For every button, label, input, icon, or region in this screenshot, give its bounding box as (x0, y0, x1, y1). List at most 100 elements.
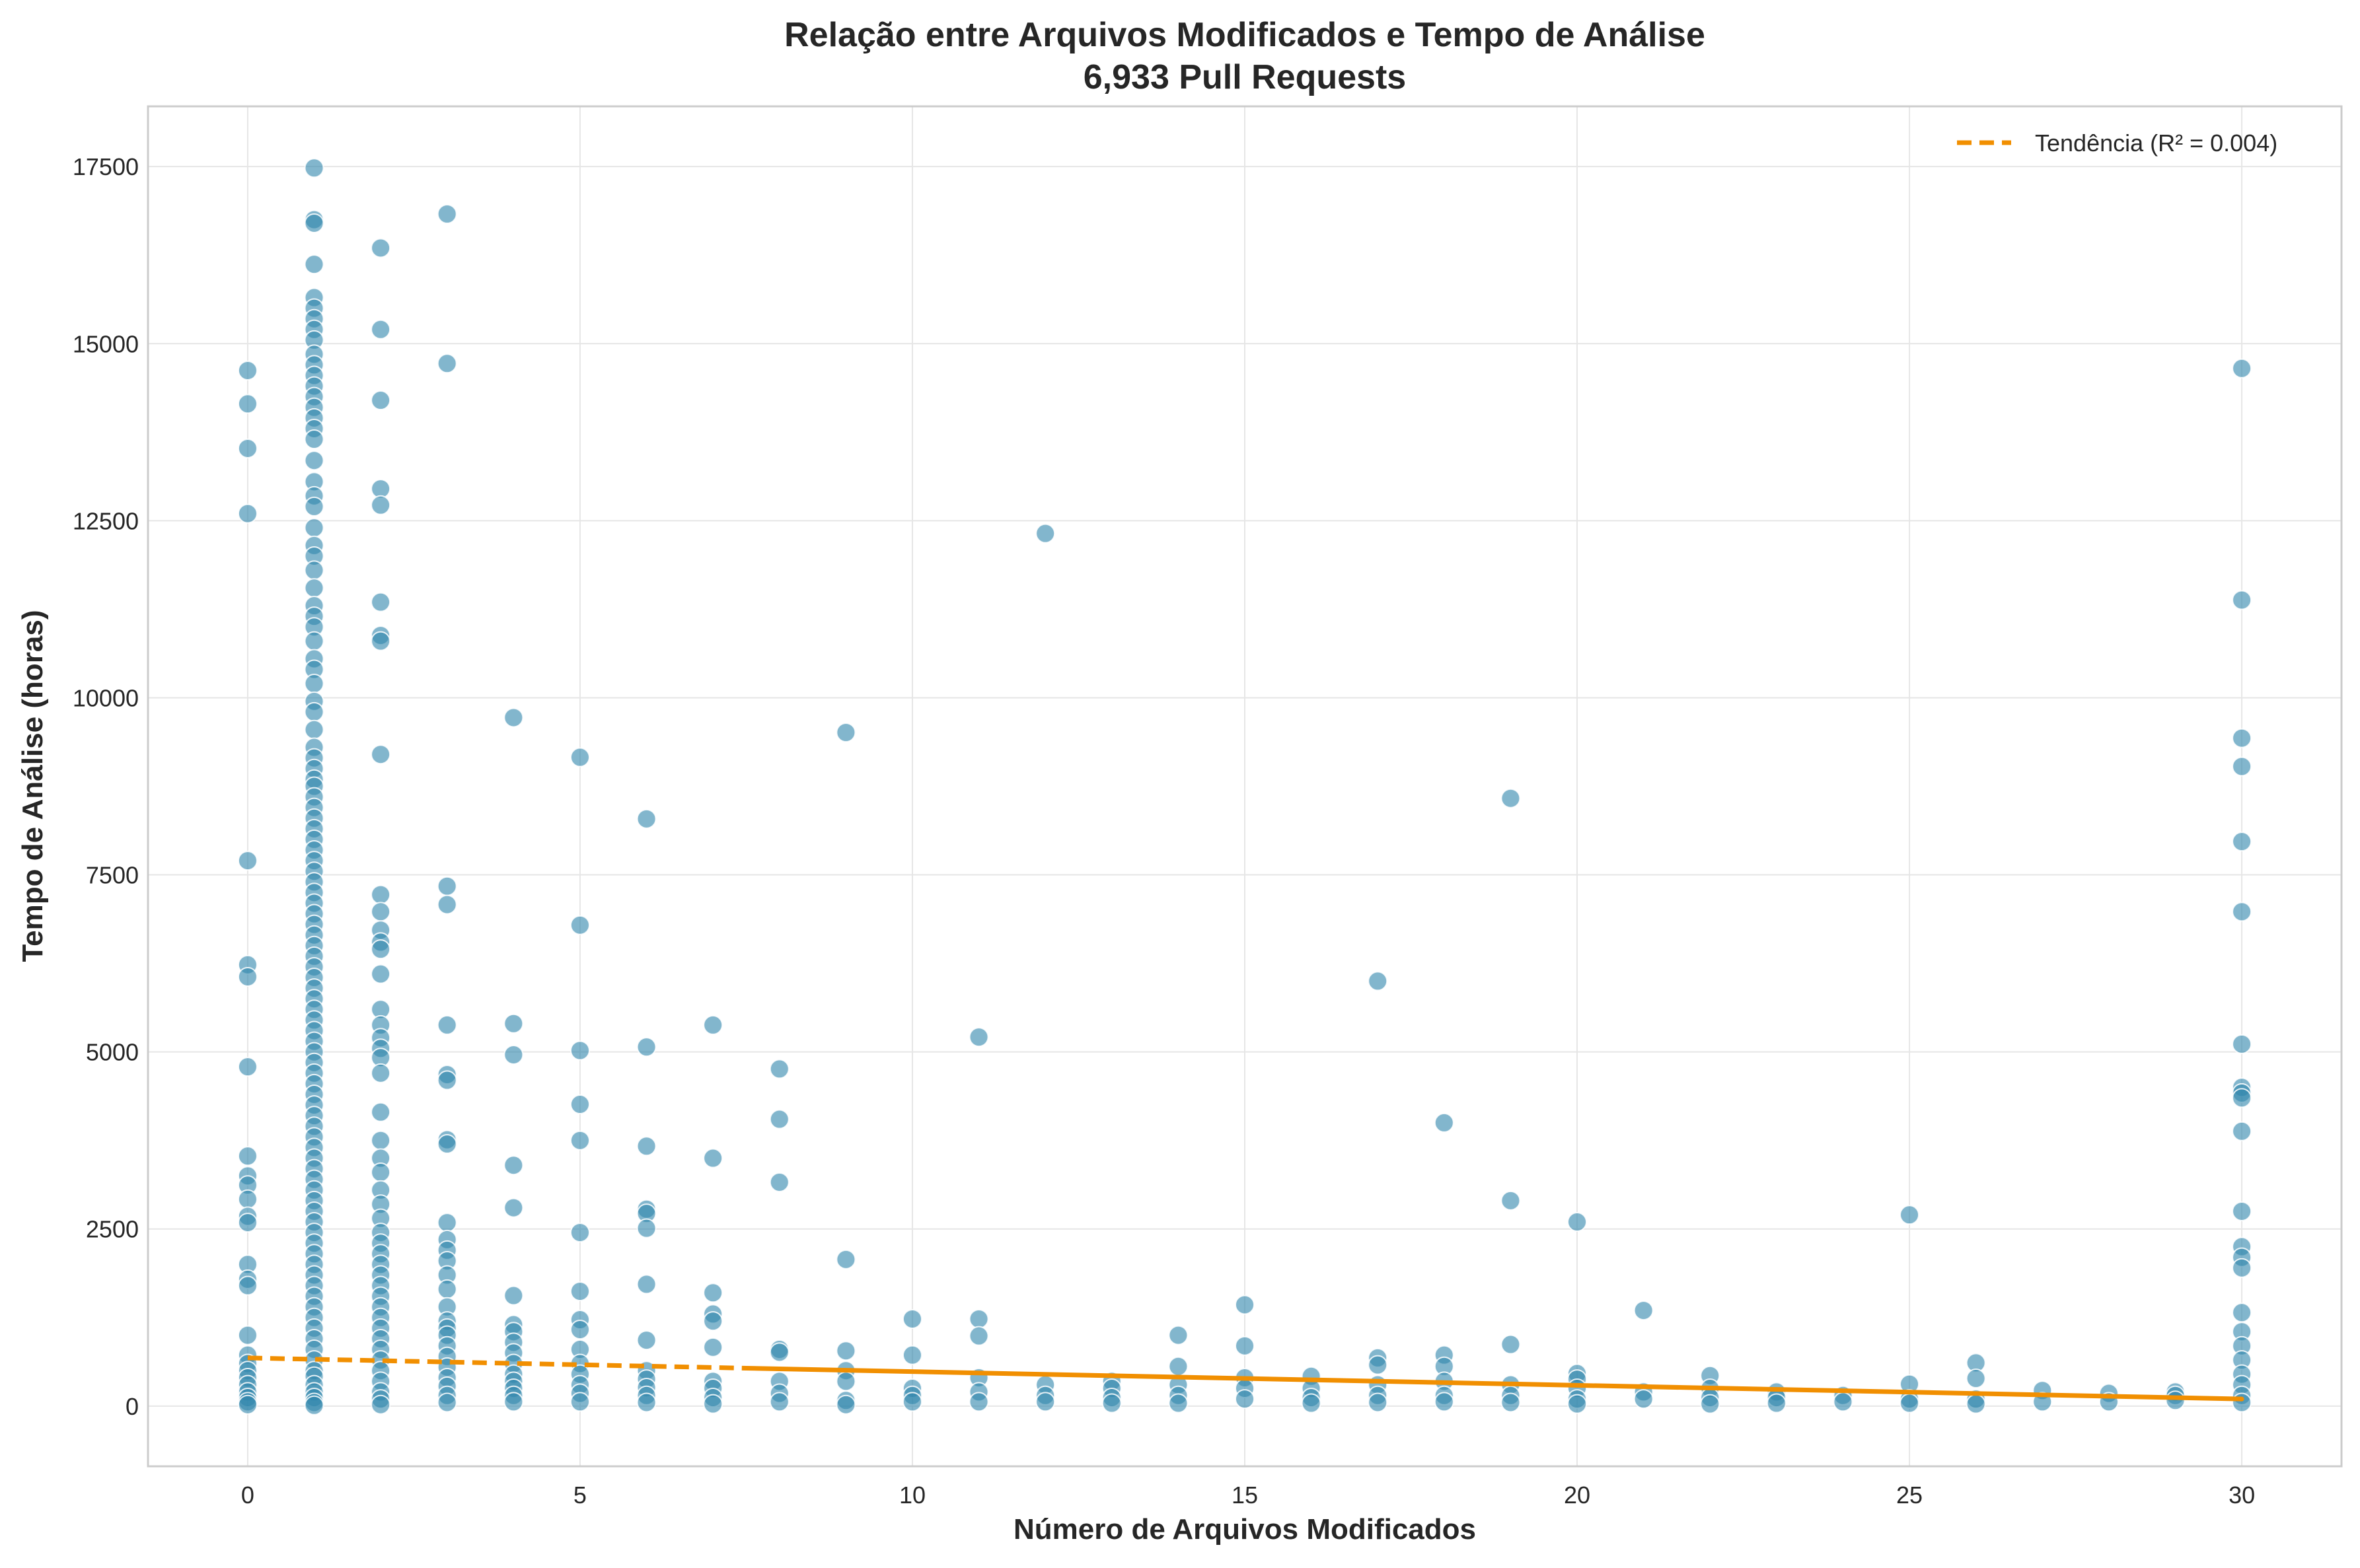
data-point (371, 495, 391, 515)
data-point (371, 964, 391, 984)
data-point (371, 1394, 391, 1415)
data-point (570, 1281, 590, 1302)
data-point (371, 939, 391, 960)
x-tick-label: 25 (1896, 1481, 1923, 1509)
data-point (2232, 728, 2252, 748)
data-point (437, 1392, 457, 1413)
y-tick-label: 17500 (73, 153, 139, 180)
data-point (2232, 756, 2252, 777)
x-tick-label: 0 (241, 1481, 254, 1509)
data-point (570, 915, 590, 935)
data-point (570, 1320, 590, 1340)
x-tick-label: 30 (2229, 1481, 2255, 1509)
data-point (437, 353, 457, 374)
data-point (2232, 1392, 2252, 1413)
data-point (1434, 1112, 1454, 1133)
data-point (237, 1146, 258, 1166)
data-point (1035, 523, 1056, 544)
data-point (1168, 1356, 1189, 1376)
data-point (836, 1341, 856, 1361)
data-point (1500, 1190, 1521, 1211)
data-point (304, 429, 324, 450)
data-point (237, 1213, 258, 1233)
data-point (304, 1395, 324, 1415)
data-point (503, 1044, 524, 1065)
data-point (503, 707, 524, 728)
data-point (636, 1136, 657, 1157)
y-axis-label: Tempo de Análise (horas) (17, 610, 49, 962)
data-point (437, 1070, 457, 1090)
data-point (703, 1015, 723, 1035)
data-point (969, 1326, 989, 1346)
data-point (237, 966, 258, 987)
data-point (371, 631, 391, 651)
data-point (836, 1371, 856, 1392)
data-point (371, 1130, 391, 1151)
data-point (703, 1311, 723, 1332)
data-point (2232, 902, 2252, 922)
data-point (437, 1134, 457, 1155)
data-point (769, 1109, 790, 1129)
data-point (836, 722, 856, 742)
chart-title: Relação entre Arquivos Modificados e Tem… (784, 16, 1705, 54)
legend: Tendência (R² = 0.004) (1957, 129, 2277, 157)
data-point (237, 503, 258, 524)
data-point (636, 1330, 657, 1351)
data-point (304, 496, 324, 517)
y-tick-label: 15000 (73, 330, 139, 357)
data-point (503, 1197, 524, 1218)
data-point (902, 1308, 922, 1329)
data-point (237, 1394, 258, 1415)
data-point (2165, 1390, 2186, 1411)
data-point (1301, 1393, 1321, 1413)
y-tick-label: 2500 (86, 1216, 139, 1243)
axis-ticks: 0 5 10 15 20 25 30 0 2500 5000 7500 10000 12500 15000… (73, 153, 2255, 1509)
data-point (237, 1057, 258, 1077)
data-point (969, 1027, 989, 1048)
data-point (1168, 1393, 1189, 1413)
data-point (703, 1148, 723, 1168)
data-point (503, 1013, 524, 1034)
legend-trend-label: Tendência (R² = 0.004) (2035, 129, 2277, 157)
data-point (2232, 1201, 2252, 1221)
data-point (570, 1130, 590, 1151)
data-point (304, 158, 324, 178)
data-point (304, 719, 324, 740)
data-point (1235, 1336, 1255, 1356)
data-point (1368, 1392, 1388, 1413)
data-point (304, 213, 324, 233)
data-point (1500, 1392, 1521, 1413)
data-point (371, 390, 391, 411)
data-point (371, 1063, 391, 1083)
data-point (437, 876, 457, 896)
data-point (304, 518, 324, 538)
data-point (1833, 1392, 1853, 1412)
data-point (371, 744, 391, 765)
data-point (503, 1392, 524, 1412)
data-point (304, 578, 324, 598)
data-point (1899, 1205, 1920, 1225)
y-tick-label: 10000 (73, 684, 139, 711)
data-point (570, 1094, 590, 1115)
y-tick-label: 5000 (86, 1039, 139, 1066)
data-point (1235, 1389, 1255, 1409)
data-point (902, 1345, 922, 1365)
data-point (836, 1249, 856, 1269)
data-point (437, 1279, 457, 1299)
x-tick-label: 5 (573, 1481, 587, 1509)
y-tick-label: 0 (126, 1393, 139, 1420)
data-point (237, 361, 258, 381)
data-point (2232, 1088, 2252, 1108)
data-point (703, 1283, 723, 1303)
data-point (636, 1218, 657, 1238)
data-point (1368, 971, 1388, 991)
data-point (1035, 1392, 1056, 1412)
data-point (371, 902, 391, 922)
data-point (1235, 1295, 1255, 1315)
plot-frame (147, 105, 2343, 1468)
data-point (636, 1037, 657, 1057)
data-point (371, 319, 391, 339)
data-point (1500, 1334, 1521, 1355)
